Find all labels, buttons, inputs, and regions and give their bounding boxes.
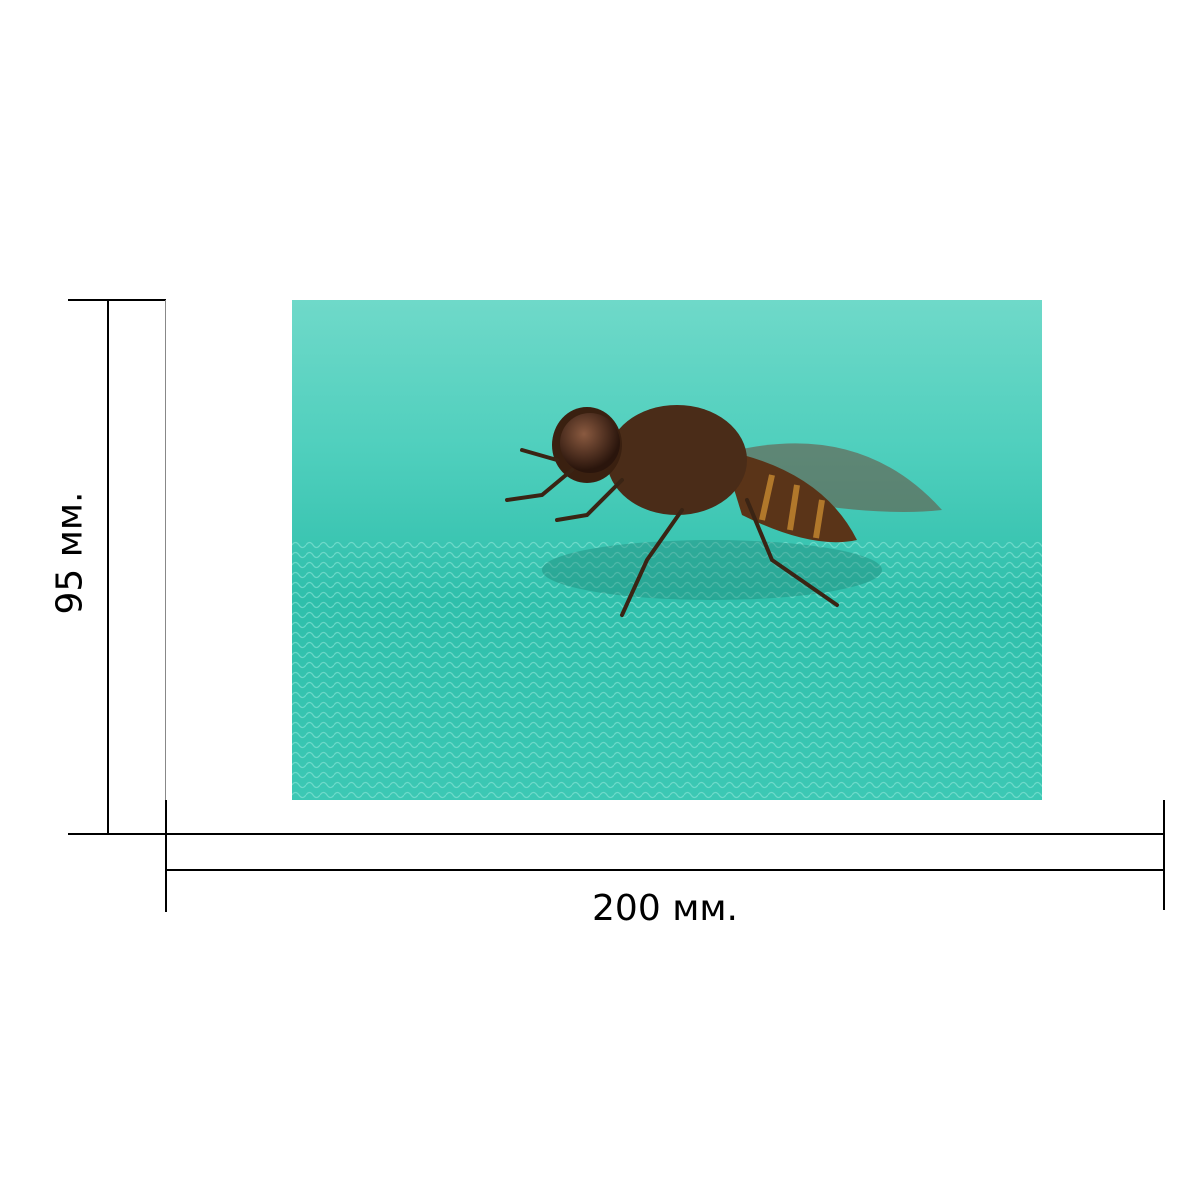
- height-label: 95 мм.: [49, 491, 91, 615]
- fly: [505, 405, 942, 617]
- width-bottom-guide: [68, 833, 1164, 835]
- eye-icon: [560, 413, 620, 473]
- shadow: [542, 540, 882, 600]
- product-photo: [292, 300, 1042, 800]
- width-right-tick: [1163, 800, 1165, 910]
- mesh-fabric: [292, 540, 1042, 800]
- abdomen-stripes: [759, 474, 825, 539]
- fly-illustration: [292, 405, 1042, 800]
- thorax: [607, 405, 747, 515]
- width-label: 200 мм.: [592, 888, 738, 929]
- height-line: [107, 300, 109, 834]
- width-line: [166, 869, 1164, 871]
- height-top-tick: [68, 299, 166, 301]
- width-left-tick: [165, 800, 167, 912]
- height-right-guide: [165, 300, 166, 834]
- legs: [505, 448, 839, 617]
